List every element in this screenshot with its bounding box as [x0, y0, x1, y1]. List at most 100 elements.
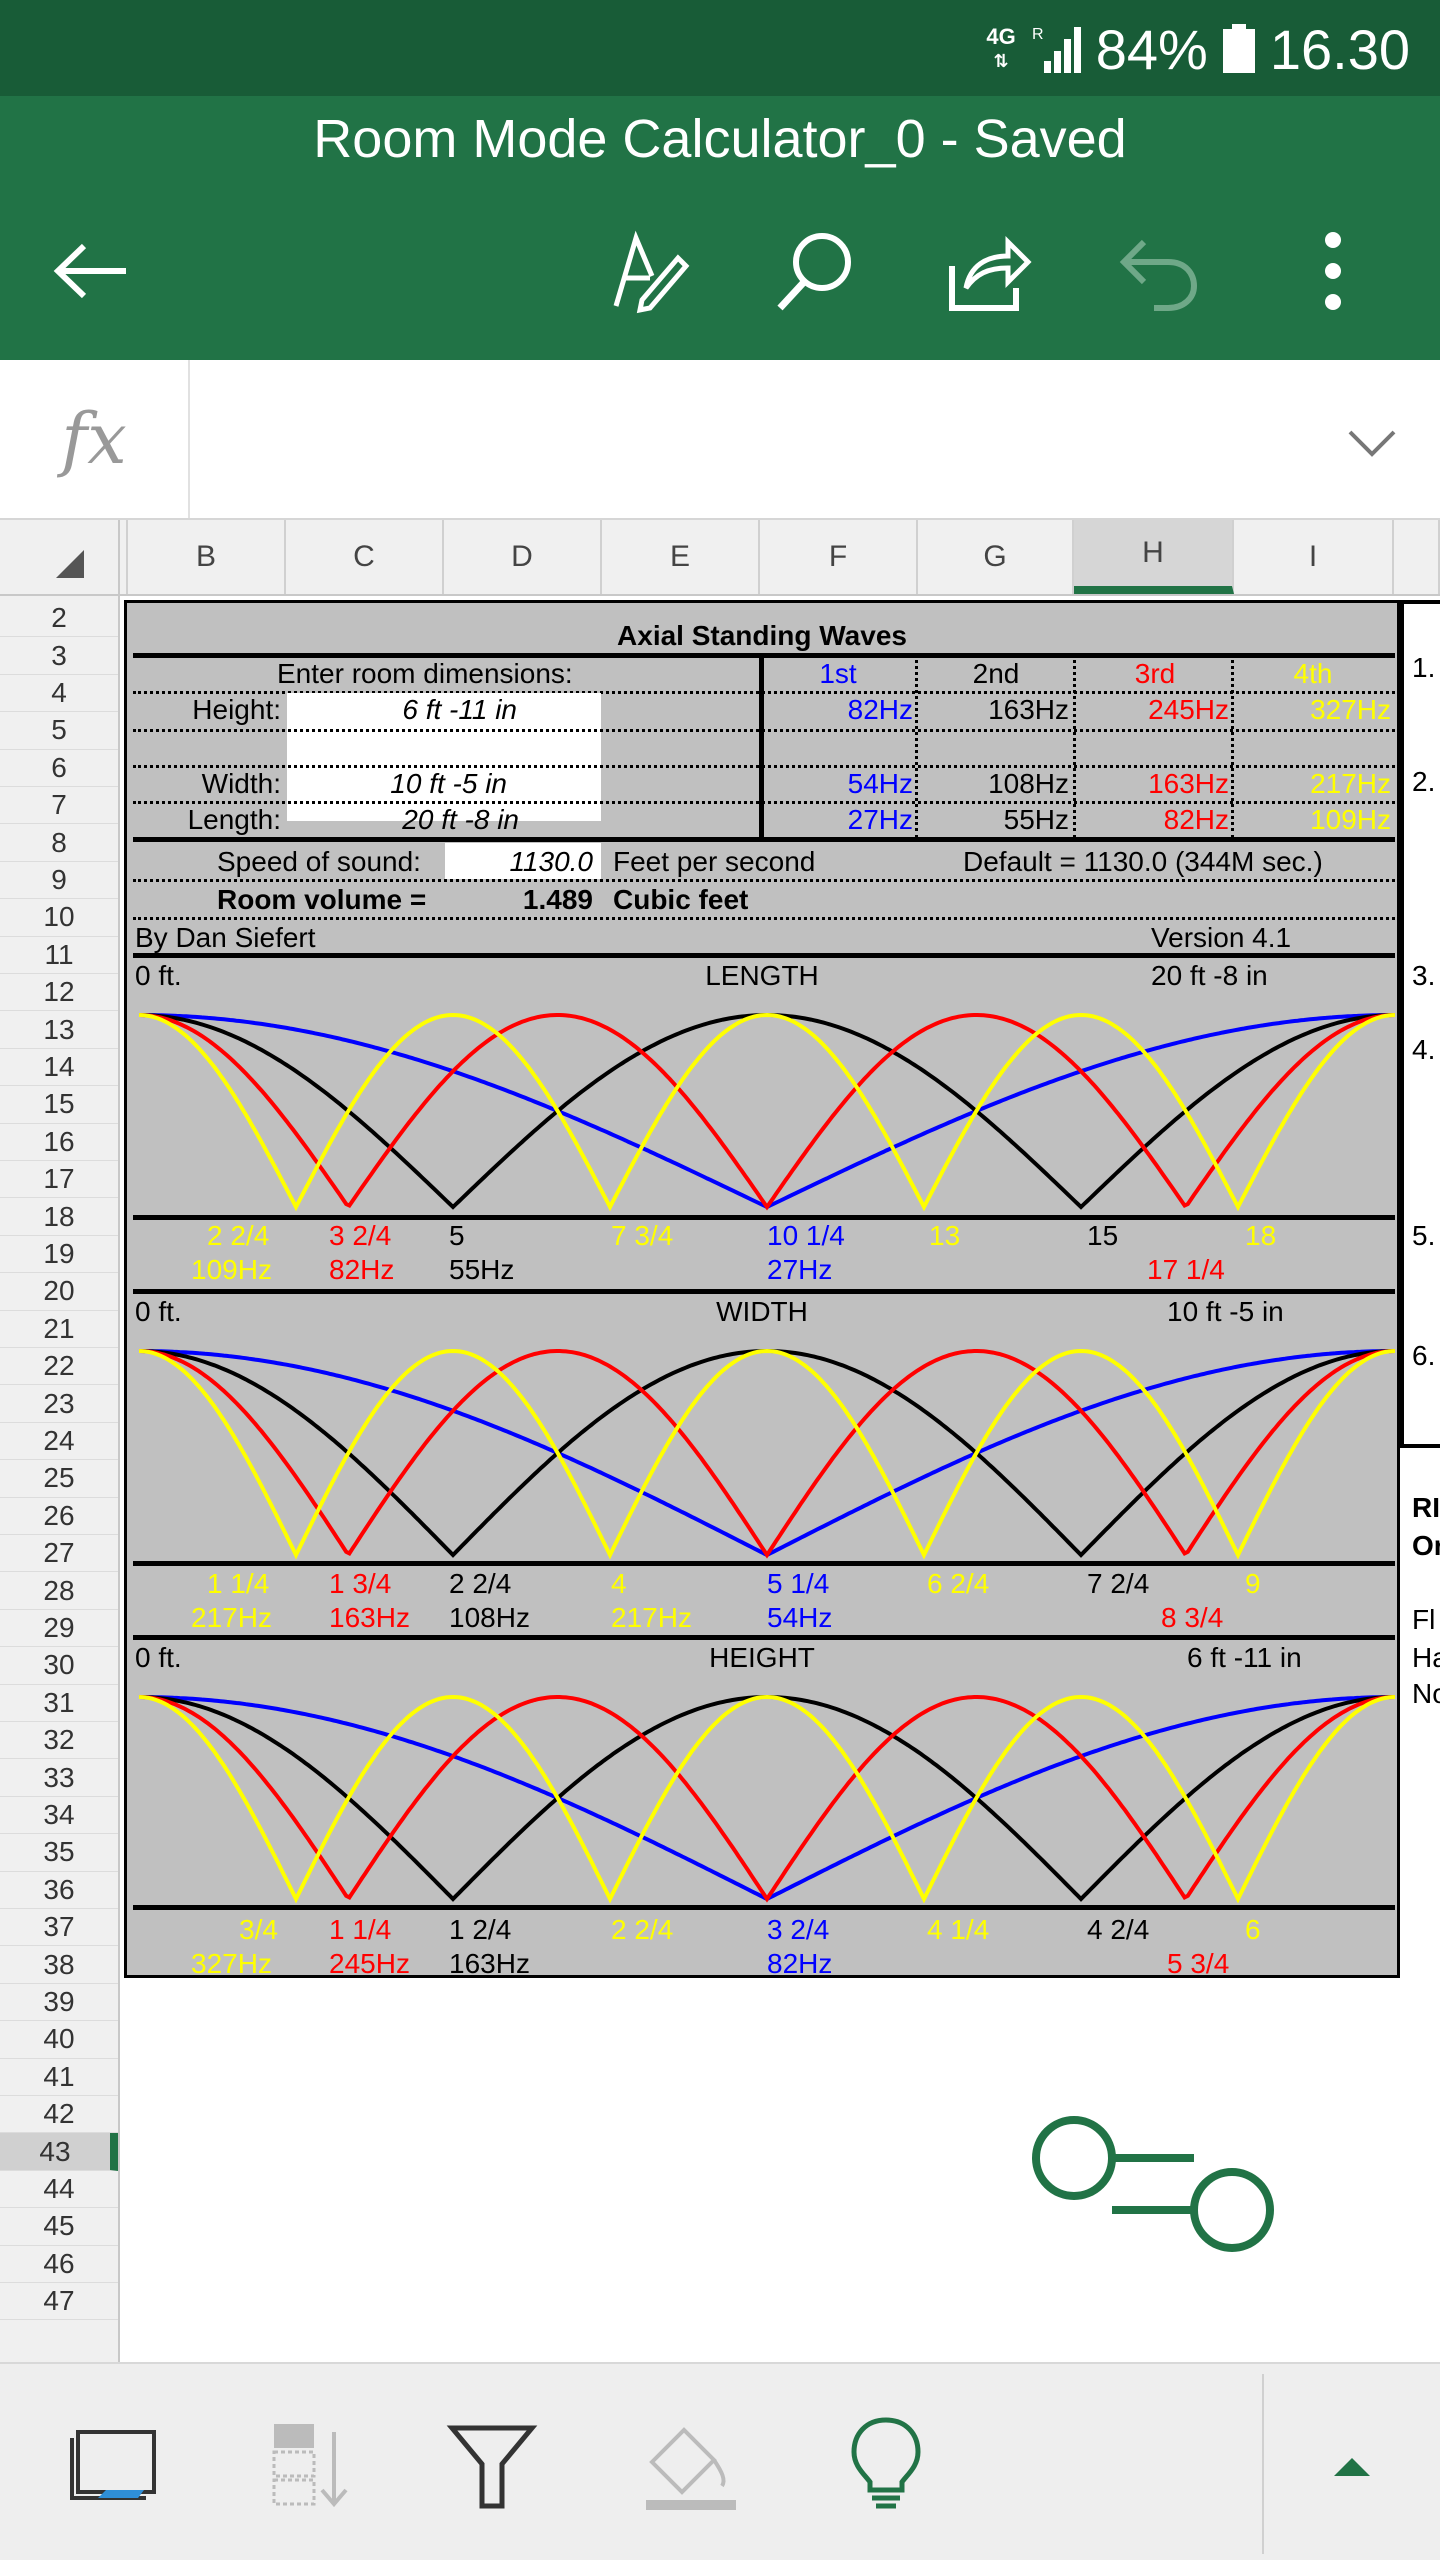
- speed-of-sound-input[interactable]: 1130.0: [509, 846, 593, 877]
- caret-up-icon: [1334, 2458, 1370, 2476]
- height-input[interactable]: 6 ft -11 in: [402, 694, 517, 725]
- harmonic-4th-header: 4th: [1293, 658, 1333, 689]
- expand-ribbon-button[interactable]: [1292, 2414, 1412, 2514]
- row-header-22[interactable]: 22: [0, 1348, 118, 1386]
- column-header-d[interactable]: D: [444, 520, 602, 594]
- row-header-16[interactable]: 16: [0, 1124, 118, 1161]
- row-header-13[interactable]: 13: [0, 1011, 118, 1049]
- row-header-24[interactable]: 24: [0, 1423, 118, 1461]
- note-5: 5.: [1412, 1220, 1436, 1251]
- column-header-a-hidden[interactable]: [122, 520, 128, 594]
- fill-color-button[interactable]: [628, 2414, 748, 2514]
- note-4: 4.: [1412, 1034, 1436, 1065]
- row-header-33[interactable]: 33: [0, 1759, 118, 1797]
- worksheet-grid[interactable]: Axial Standing Waves Enter room dimensio…: [120, 596, 1440, 2362]
- column-header-e[interactable]: E: [602, 520, 760, 594]
- row-header-20[interactable]: 20: [0, 1273, 118, 1311]
- width-input[interactable]: 10 ft -5 in: [390, 768, 507, 799]
- row-header-23[interactable]: 23: [0, 1385, 118, 1423]
- row-header-27[interactable]: 27: [0, 1535, 118, 1573]
- row-header-26[interactable]: 26: [0, 1498, 118, 1535]
- row-header-40[interactable]: 40: [0, 2021, 118, 2059]
- row-header-34[interactable]: 34: [0, 1797, 118, 1835]
- column-header-i[interactable]: I: [1234, 520, 1394, 594]
- column-header-g[interactable]: G: [918, 520, 1074, 594]
- mode-4-curve: [139, 1694, 1395, 1904]
- row-header-39[interactable]: 39: [0, 1984, 118, 2022]
- length-node-1: 2 2/4: [207, 1220, 270, 1251]
- row-header-28[interactable]: 28: [0, 1572, 118, 1610]
- width-node-4: 4: [611, 1568, 627, 1599]
- row-header-25[interactable]: 25: [0, 1460, 118, 1498]
- row-header-42[interactable]: 42: [0, 2096, 118, 2134]
- column-header-f[interactable]: F: [760, 520, 918, 594]
- share-button[interactable]: [932, 216, 1042, 326]
- width-2nd-hz: 108Hz: [988, 768, 1069, 799]
- row-header-46[interactable]: 46: [0, 2246, 118, 2283]
- sheets-button[interactable]: [54, 2414, 174, 2514]
- row-header-17[interactable]: 17: [0, 1161, 118, 1199]
- height-node-4: 2 2/4: [611, 1914, 674, 1945]
- height-node-1: 3/4: [239, 1914, 278, 1945]
- row-header-19[interactable]: 19: [0, 1236, 118, 1274]
- column-header-c[interactable]: C: [286, 520, 444, 594]
- row-header-45[interactable]: 45: [0, 2208, 118, 2246]
- length-node-7: 15: [1087, 1220, 1119, 1251]
- row-header-38[interactable]: 38: [0, 1946, 118, 1984]
- tell-me-button[interactable]: [826, 2414, 946, 2514]
- column-header-h[interactable]: H: [1074, 520, 1234, 594]
- more-vertical-icon: [1325, 232, 1341, 310]
- row-header-29[interactable]: 29: [0, 1610, 118, 1648]
- back-button[interactable]: [36, 216, 146, 326]
- column-header-b[interactable]: B: [128, 520, 286, 594]
- filter-button[interactable]: [432, 2414, 552, 2514]
- row-header-35[interactable]: 35: [0, 1834, 118, 1872]
- search-button[interactable]: [760, 216, 870, 326]
- signal-icon: R: [1032, 26, 1081, 73]
- row-header-2[interactable]: 2: [0, 600, 118, 638]
- height-freq-2: 245Hz: [329, 1948, 410, 1979]
- select-all-corner[interactable]: [0, 520, 120, 594]
- connector-shape-icon[interactable]: [1026, 2116, 1286, 2256]
- row-header-8[interactable]: 8: [0, 824, 118, 862]
- length-input[interactable]: 20 ft -8 in: [402, 804, 519, 835]
- draw-button[interactable]: [596, 216, 706, 326]
- harmonic-1st-header: 1st: [819, 658, 857, 689]
- row-header: 2 3 4 5 6 7 8 9 10 11 12 13 14 15 16 17 18 19 20 21 22 23 24 25…: [0, 596, 120, 2362]
- row-header-36[interactable]: 36: [0, 1872, 118, 1909]
- row-header-14[interactable]: 14: [0, 1049, 118, 1087]
- row-header-4[interactable]: 4: [0, 675, 118, 713]
- row-header-18[interactable]: 18: [0, 1198, 118, 1236]
- row-header-21[interactable]: 21: [0, 1311, 118, 1348]
- row-header-5[interactable]: 5: [0, 712, 118, 750]
- note-11: No: [1412, 1678, 1440, 1709]
- height-node-6: 4 1/4: [927, 1914, 990, 1945]
- row-header-47[interactable]: 47: [0, 2283, 118, 2321]
- room-mode-panel: Axial Standing Waves Enter room dimensio…: [124, 600, 1400, 1979]
- row-header-15[interactable]: 15: [0, 1086, 118, 1124]
- row-header-6[interactable]: 6: [0, 750, 118, 787]
- chevron-down-icon[interactable]: [1342, 412, 1402, 472]
- divider: [133, 1289, 1395, 1294]
- row-header-37[interactable]: 37: [0, 1909, 118, 1947]
- row-header-9[interactable]: 9: [0, 862, 118, 900]
- row-header-10[interactable]: 10: [0, 899, 118, 937]
- function-button[interactable]: fx: [0, 360, 190, 518]
- mode-4-curve: [139, 1348, 1395, 1560]
- row-header-44[interactable]: 44: [0, 2171, 118, 2209]
- row-header-30[interactable]: 30: [0, 1647, 118, 1685]
- row-header-12[interactable]: 12: [0, 974, 118, 1012]
- row-header-32[interactable]: 32: [0, 1722, 118, 1760]
- column-header-j-partial[interactable]: [1394, 520, 1440, 594]
- sort-button[interactable]: [250, 2414, 370, 2514]
- more-options-button[interactable]: [1278, 216, 1388, 326]
- row-header-7[interactable]: 7: [0, 787, 118, 825]
- height-node-7: 4 2/4: [1087, 1914, 1150, 1945]
- undo-button[interactable]: [1104, 216, 1214, 326]
- bottom-toolbar: [0, 2362, 1440, 2560]
- row-header-43[interactable]: 43: [0, 2133, 118, 2171]
- row-header-11[interactable]: 11: [0, 937, 118, 974]
- row-header-41[interactable]: 41: [0, 2059, 118, 2096]
- row-header-3[interactable]: 3: [0, 637, 118, 675]
- row-header-31[interactable]: 31: [0, 1685, 118, 1722]
